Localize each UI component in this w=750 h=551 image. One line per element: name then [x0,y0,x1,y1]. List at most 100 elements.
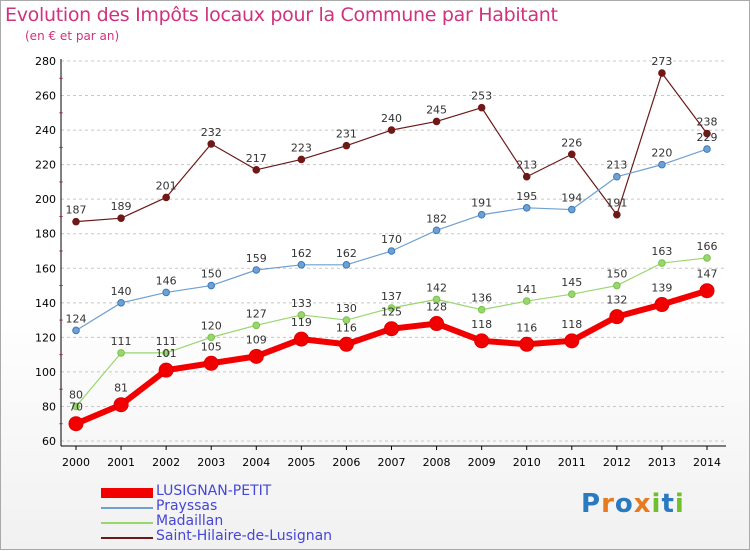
data-point-lusignan-petit [293,331,309,347]
legend-label-saint-hilaire-de-lusignan: Saint-Hilaire-de-Lusignan [156,528,333,544]
data-point-prayssas [72,326,80,335]
x-tick-label: 2001 [107,456,135,469]
data-label-lusignan-petit: 125 [381,306,402,319]
data-label-lusignan-petit: 109 [246,333,267,346]
data-label-lusignan-petit: 128 [426,301,447,314]
y-tick-label: 160 [35,262,56,275]
data-label-madaillan: 111 [156,335,177,348]
data-point-madaillan [387,304,396,312]
data-point-prayssas [703,145,711,153]
data-point-madaillan [477,305,486,314]
data-point-lusignan-petit [338,336,354,352]
data-point-prayssas [117,299,125,307]
data-label-prayssas: 170 [381,233,402,246]
data-label-madaillan: 141 [516,283,537,296]
data-point-lusignan-petit [203,355,219,371]
data-point-lusignan-petit [248,348,264,364]
legend-label-lusignan-petit: LUSIGNAN-PETIT [156,483,272,499]
data-point-madaillan [703,254,711,262]
x-tick-label: 2007 [378,456,406,469]
series-saint-hilaire-de-lusignan: 187 189 201 232 217 223 231 240 245 253 213 226 191 2… [66,55,718,226]
data-label-madaillan: 111 [111,335,132,348]
logo-letter: o [614,489,634,519]
data-label-lusignan-petit: 105 [201,340,222,353]
data-label-saint-hilaire-de-lusignan: 213 [516,159,537,172]
data-label-lusignan-petit: 147 [697,268,718,281]
data-point-saint-hilaire-de-lusignan [613,210,621,219]
data-point-lusignan-petit [158,362,174,378]
data-point-lusignan-petit [564,333,580,349]
data-label-lusignan-petit: 101 [156,347,177,360]
y-tick-label: 100 [35,366,56,379]
data-point-madaillan [252,321,261,330]
data-point-prayssas [387,247,396,255]
data-point-madaillan [613,281,621,290]
data-point-lusignan-petit [519,336,535,352]
legend-swatch-saint-hilaire-de-lusignan [101,537,153,539]
x-tick-label: 2013 [648,456,676,469]
data-label-prayssas: 195 [516,190,537,203]
data-point-prayssas [207,281,216,290]
chart-subtitle: (en € et par an) [25,29,120,43]
data-label-prayssas: 150 [201,268,222,281]
y-tick-label: 280 [35,55,56,68]
data-point-saint-hilaire-de-lusignan [658,69,666,77]
data-label-prayssas: 162 [291,247,312,260]
data-point-lusignan-petit [474,333,490,349]
data-label-prayssas: 229 [697,131,718,144]
data-label-prayssas: 213 [606,159,627,172]
x-tick-label: 2012 [603,456,631,469]
data-label-prayssas: 159 [246,252,267,265]
data-label-lusignan-petit: 70 [69,401,83,414]
logo-letter: i [651,489,662,519]
data-label-madaillan: 136 [471,292,492,305]
x-tick-label: 2002 [152,456,180,469]
data-point-saint-hilaire-de-lusignan [117,214,125,222]
data-point-madaillan [658,259,666,267]
data-point-prayssas [522,204,531,212]
data-label-saint-hilaire-de-lusignan: 238 [697,116,718,129]
y-tick-label: 120 [35,331,56,344]
x-tick-label: 2014 [693,456,721,469]
x-tick-label: 2006 [332,456,360,469]
data-label-saint-hilaire-de-lusignan: 240 [381,112,402,125]
data-label-madaillan: 133 [291,297,312,310]
data-point-saint-hilaire-de-lusignan [703,129,711,138]
data-label-madaillan: 80 [69,388,83,401]
y-tick-label: 80 [42,400,56,413]
data-label-lusignan-petit: 116 [516,321,537,334]
data-label-prayssas: 124 [66,312,87,325]
legend-swatch-madaillan [101,522,153,524]
logo-letter: r [601,489,615,519]
data-point-prayssas [477,210,486,219]
data-point-saint-hilaire-de-lusignan [207,140,216,148]
data-point-madaillan [297,311,306,319]
data-point-madaillan [342,316,351,324]
y-tick-label: 240 [35,124,56,137]
data-label-prayssas: 220 [651,147,672,160]
data-label-saint-hilaire-de-lusignan: 232 [201,126,222,139]
data-label-lusignan-petit: 81 [114,382,128,395]
y-tick-label: 220 [35,159,56,172]
data-label-madaillan: 163 [651,245,672,258]
data-label-madaillan: 127 [246,307,267,320]
series-lusignan-petit: 70 81 101 105 109 119 116 125 128 118 116 118 132 139… [68,268,718,432]
data-point-saint-hilaire-de-lusignan [387,126,396,134]
y-tick-label: 140 [35,297,56,310]
data-label-madaillan: 120 [201,319,222,332]
data-label-prayssas: 191 [471,197,492,210]
data-label-lusignan-petit: 139 [651,282,672,295]
data-point-madaillan [207,333,216,342]
data-label-prayssas: 194 [561,192,582,205]
data-label-prayssas: 162 [336,247,357,260]
logo-letter: P [581,489,602,519]
data-point-prayssas [658,160,666,169]
data-point-madaillan [567,290,576,298]
data-point-saint-hilaire-de-lusignan [72,217,80,226]
data-point-lusignan-petit [654,297,670,313]
data-point-saint-hilaire-de-lusignan [342,141,351,150]
data-label-lusignan-petit: 119 [291,316,312,329]
data-label-lusignan-petit: 118 [561,318,582,331]
data-point-prayssas [613,172,621,181]
data-point-madaillan [117,349,125,357]
